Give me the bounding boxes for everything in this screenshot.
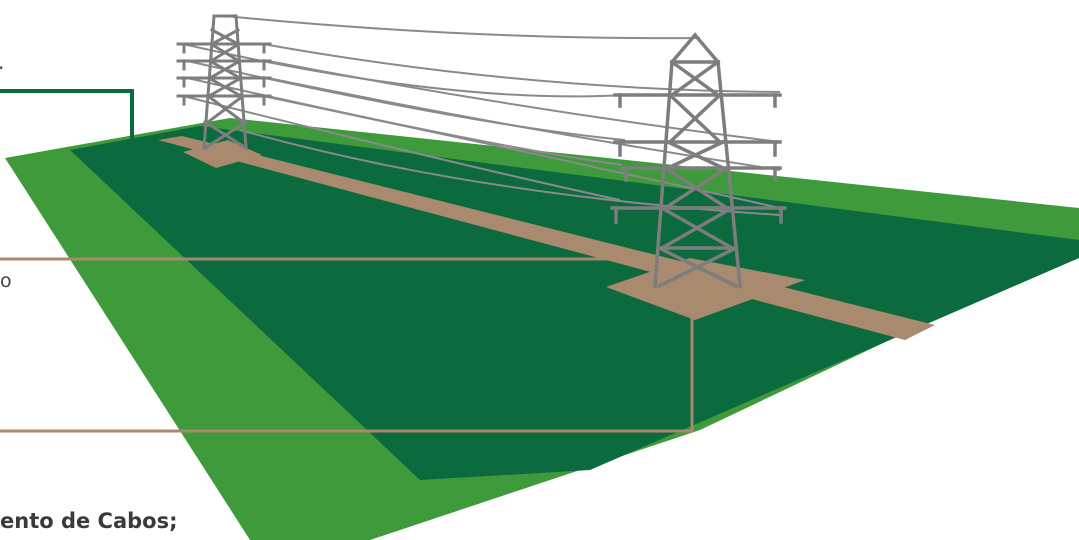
tan-callout-line-lower (0, 318, 694, 433)
top-callout-text-fragment: . (0, 52, 4, 72)
mid-callout-text-fragment: o (0, 270, 13, 292)
near-transmission-tower-icon (610, 32, 787, 289)
bottom-callout-text-fragment: ento de Cabos; (0, 509, 178, 533)
right-of-way-strip (70, 126, 1079, 480)
green-callout-line (0, 89, 134, 172)
cables (182, 15, 781, 216)
far-transmission-tower-icon (176, 14, 272, 151)
